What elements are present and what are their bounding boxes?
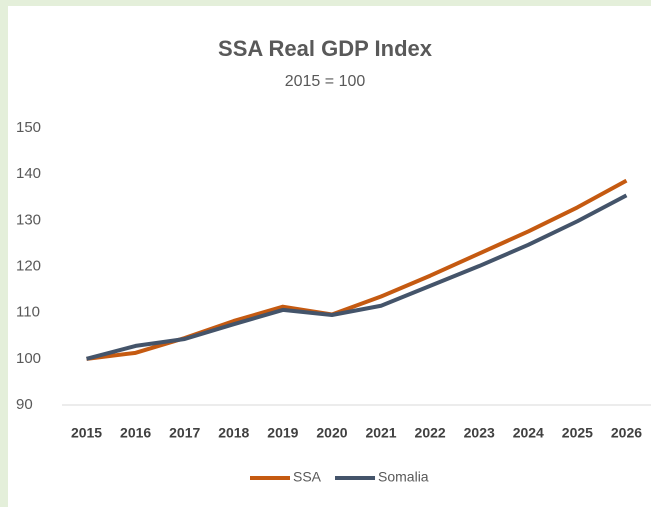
x-tick-label: 2018 bbox=[218, 425, 249, 441]
x-tick-label: 2019 bbox=[267, 425, 298, 441]
x-tick-label: 2021 bbox=[365, 425, 396, 441]
y-tick-label: 110 bbox=[16, 304, 40, 321]
y-tick-label: 140 bbox=[16, 165, 41, 182]
x-tick-label: 2026 bbox=[611, 425, 642, 441]
chart-subtitle: 2015 = 100 bbox=[285, 73, 366, 90]
legend-label: SSA bbox=[293, 469, 322, 485]
x-tick-label: 2022 bbox=[415, 425, 446, 441]
legend-label: Somalia bbox=[378, 469, 429, 485]
y-tick-label: 130 bbox=[16, 211, 41, 228]
x-tick-label: 2015 bbox=[71, 425, 102, 441]
chart-background bbox=[8, 6, 651, 507]
x-tick-label: 2024 bbox=[513, 425, 544, 441]
x-tick-label: 2020 bbox=[316, 425, 347, 441]
chart-title: SSA Real GDP Index bbox=[218, 36, 433, 61]
x-tick-label: 2023 bbox=[464, 425, 495, 441]
y-tick-label: 150 bbox=[16, 119, 41, 136]
series-line bbox=[86, 193, 628, 361]
y-tick-label: 90 bbox=[16, 396, 33, 413]
x-tick-label: 2025 bbox=[562, 425, 593, 441]
x-tick-label: 2016 bbox=[120, 425, 151, 441]
y-tick-label: 120 bbox=[16, 257, 41, 274]
x-tick-label: 2017 bbox=[169, 425, 200, 441]
y-tick-label: 100 bbox=[16, 350, 41, 367]
